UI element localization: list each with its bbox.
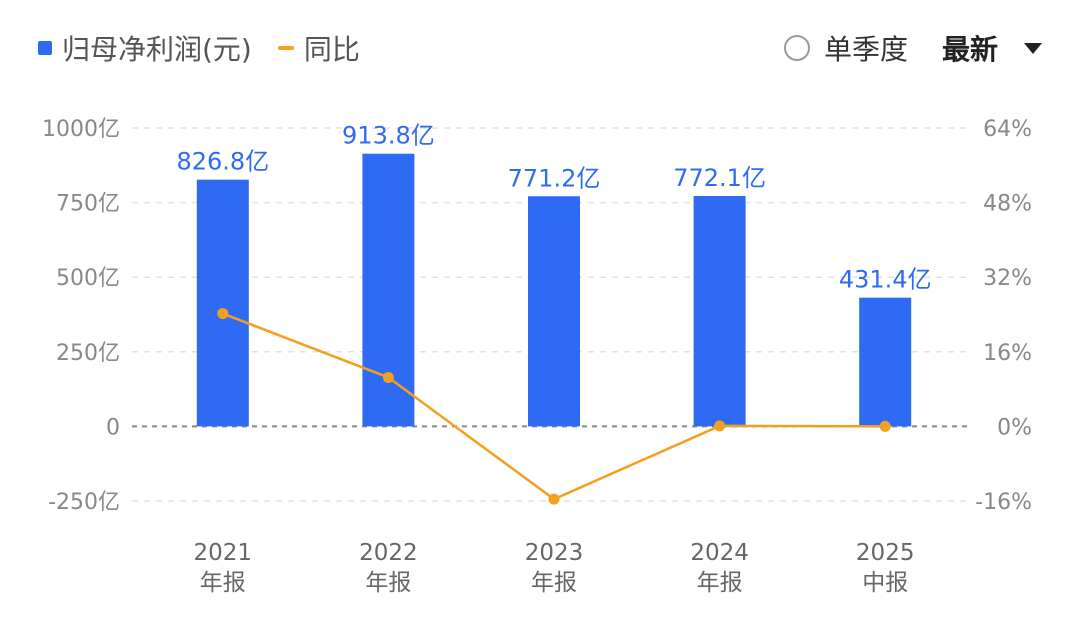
x-tick-period: 中报	[862, 570, 908, 596]
y-right-tick-label: 64%	[983, 117, 1032, 142]
bar-value-label: 913.8亿	[342, 122, 435, 150]
y-right-tick-label: 48%	[983, 192, 1032, 217]
y-left-tick-label: 1000亿	[42, 117, 120, 142]
x-tick-year: 2024	[690, 540, 749, 566]
y-left-tick-label: 0	[106, 415, 120, 440]
legend-item-profit[interactable]: 归母净利润(元)	[38, 28, 252, 68]
x-tick-year: 2022	[359, 540, 418, 566]
legend: 归母净利润(元) 同比	[38, 28, 360, 68]
x-tick-period: 年报	[531, 570, 577, 596]
x-tick-period: 年报	[365, 570, 411, 596]
yoy-point	[879, 420, 891, 432]
x-tick-period: 年报	[697, 570, 743, 596]
y-right-tick-label: 0%	[997, 415, 1032, 440]
bar-value-label: 772.1亿	[673, 164, 766, 192]
yoy-point	[714, 420, 726, 432]
chart-controls: 单季度 最新	[783, 28, 1042, 68]
legend-bar-swatch-icon	[38, 41, 52, 55]
x-tick-year: 2023	[525, 540, 584, 566]
legend-label-yoy: 同比	[303, 33, 360, 66]
caret-down-icon[interactable]	[1024, 42, 1042, 54]
x-tick-year: 2021	[194, 540, 253, 566]
yoy-point	[382, 371, 394, 383]
bar-value-label: 771.2亿	[508, 164, 601, 192]
bar	[196, 179, 249, 427]
quarterly-radio-icon[interactable]	[783, 35, 810, 61]
bar-value-label: 826.8亿	[176, 148, 269, 176]
bar	[859, 297, 912, 427]
y-left-tick-label: 250亿	[56, 341, 120, 366]
y-left-tick-label: -250亿	[48, 490, 120, 515]
legend-item-yoy[interactable]: 同比	[277, 28, 360, 68]
y-right-tick-label: 32%	[983, 266, 1032, 291]
bar	[528, 196, 580, 427]
legend-line-swatch-icon	[277, 46, 294, 50]
yoy-point	[548, 493, 560, 505]
bar	[362, 153, 415, 427]
x-tick-period: 年报	[200, 570, 246, 596]
legend-label-profit: 归母净利润(元)	[62, 33, 252, 66]
bar-value-label: 431.4亿	[839, 266, 932, 294]
yoy-point	[217, 308, 229, 320]
x-tick-year: 2025	[856, 540, 915, 566]
y-right-tick-label: -16%	[975, 490, 1032, 515]
y-left-tick-label: 500亿	[56, 266, 120, 291]
y-left-tick-label: 750亿	[56, 192, 120, 217]
bar	[693, 196, 746, 427]
y-right-tick-label: 16%	[983, 341, 1032, 366]
quarterly-radio-label[interactable]: 单季度	[823, 33, 908, 66]
period-select[interactable]: 最新	[941, 33, 998, 66]
